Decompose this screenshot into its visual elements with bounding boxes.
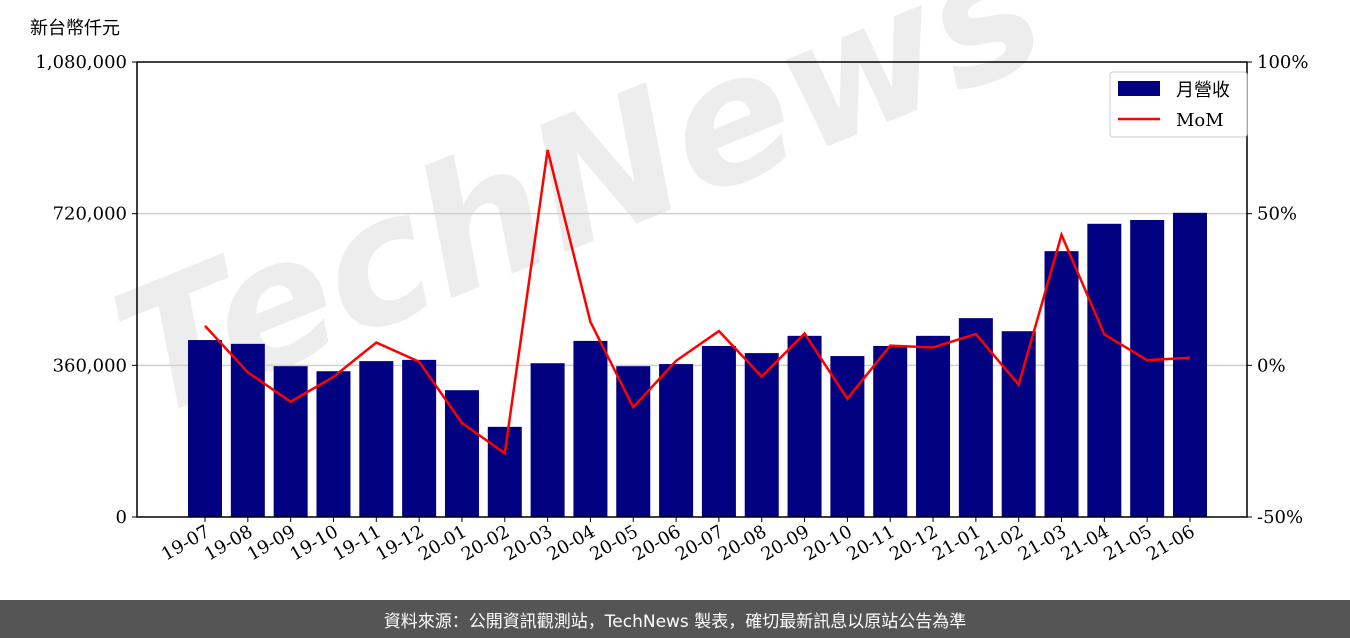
bar-20-04	[573, 340, 608, 517]
x-tick-label: 20-01	[415, 521, 470, 565]
x-tick-label: 19-07	[158, 521, 213, 565]
x-tick-label: 19-10	[287, 521, 342, 565]
bar-20-02	[487, 426, 522, 517]
bar-20-03	[530, 363, 565, 517]
bar-21-06	[1173, 212, 1207, 517]
bar-20-05	[616, 366, 651, 517]
x-tick-label: 19-12	[372, 521, 427, 565]
x-tick-label: 21-06	[1143, 521, 1198, 565]
bar-20-06	[659, 364, 694, 517]
x-tick-label: 20-05	[586, 521, 641, 565]
x-tick-label: 20-11	[843, 521, 898, 565]
y-right-tick-label: 100%	[1257, 52, 1308, 73]
x-tick-label: 21-05	[1100, 521, 1155, 565]
bar-21-02	[1001, 331, 1036, 517]
bar-19-08	[230, 343, 265, 517]
x-tick-label: 20-09	[758, 521, 813, 565]
y-left-tick-label: 720,000	[53, 204, 127, 225]
x-tick-label: 19-11	[329, 521, 384, 565]
x-tick-label: 21-04	[1057, 521, 1112, 565]
bar-20-01	[444, 390, 479, 517]
x-tick-label: 21-02	[972, 521, 1027, 565]
source-footer: 資料來源：公開資訊觀測站，TechNews 製表，確切最新訊息以原站公告為準	[0, 600, 1350, 638]
x-tick-label: 19-08	[201, 521, 256, 565]
x-tick-label: 19-09	[244, 521, 299, 565]
plot-frame	[136, 61, 1248, 518]
revenue-chart: TechNews0360,000720,0001,080,000-50%0%50…	[35, 0, 1308, 565]
y-left-tick-label: 360,000	[53, 355, 127, 376]
y-right-tick-label: 50%	[1257, 204, 1297, 225]
x-tick-label: 20-10	[800, 521, 855, 565]
y-left-tick-label: 0	[116, 507, 127, 528]
bar-19-09	[273, 366, 308, 517]
legend-label-mom: MoM	[1176, 110, 1224, 131]
x-tick-label: 20-12	[886, 521, 941, 565]
bar-21-03	[1044, 251, 1079, 517]
bar-21-04	[1087, 223, 1122, 517]
legend: 月營收 MoM	[1109, 71, 1248, 138]
unit-label: 新台幣仟元	[30, 18, 120, 39]
x-tick-label: 21-03	[1015, 521, 1070, 565]
bar-19-07	[188, 340, 222, 517]
y-right-tick-label: -50%	[1257, 507, 1303, 528]
x-tick-label: 20-06	[629, 521, 684, 565]
bar-20-09	[787, 335, 822, 517]
bar-21-05	[1130, 219, 1165, 517]
x-tick-label: 20-08	[715, 521, 770, 565]
legend-bar-swatch	[1118, 81, 1160, 96]
x-tick-label: 20-02	[458, 521, 513, 565]
bar-20-11	[873, 345, 908, 517]
mom-line	[204, 149, 1191, 456]
x-tick-label: 20-03	[501, 521, 556, 565]
bar-19-12	[402, 359, 437, 517]
y-left-tick-label: 1,080,000	[35, 52, 127, 73]
x-tick-label: 20-04	[543, 521, 598, 565]
bar-20-12	[916, 335, 951, 517]
legend-label-revenue: 月營收	[1176, 80, 1230, 101]
x-tick-label: 20-07	[672, 521, 727, 565]
bar-19-11	[359, 361, 394, 517]
bar-21-01	[958, 318, 993, 517]
bar-19-10	[316, 371, 351, 517]
bar-20-07	[701, 345, 736, 517]
x-tick-label: 21-01	[929, 521, 984, 565]
y-right-tick-label: 0%	[1257, 355, 1286, 376]
bar-20-08	[744, 353, 779, 517]
